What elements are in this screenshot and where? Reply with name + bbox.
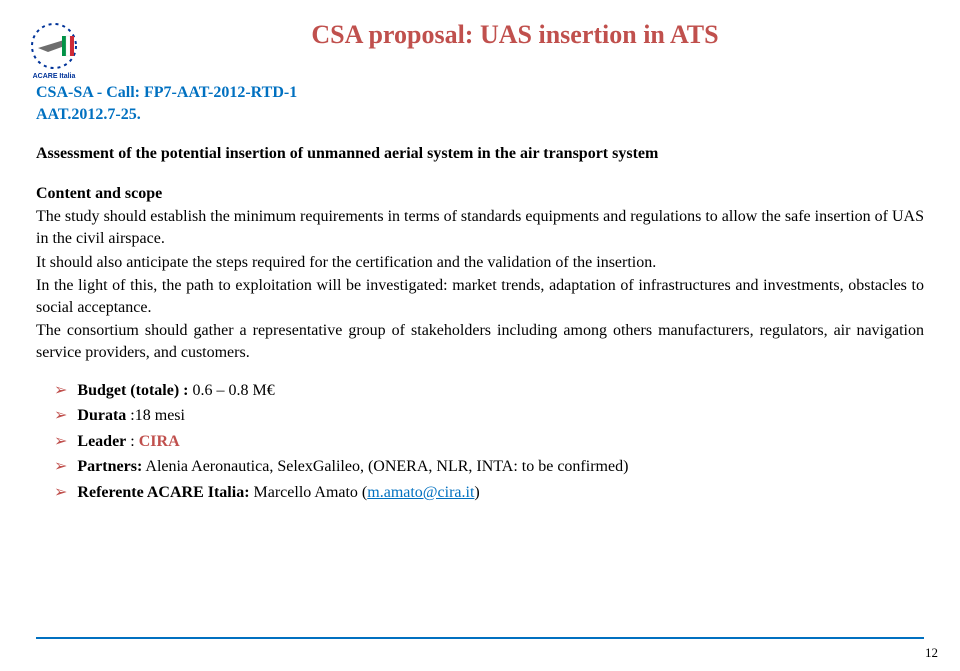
ref-label: Referente ACARE Italia:	[77, 484, 253, 501]
call-line-1: CSA-SA - Call: FP7-AAT-2012-RTD-1	[36, 82, 924, 104]
content-area: CSA-SA - Call: FP7-AAT-2012-RTD-1 AAT.20…	[36, 82, 924, 508]
ref-name: Marcello Amato (	[254, 484, 368, 501]
ref-close: )	[474, 484, 479, 501]
leader-value: CIRA	[139, 433, 180, 450]
bullet-partners: ➢ Partners: Alenia Aeronautica, SelexGal…	[36, 456, 924, 478]
page-number: 12	[925, 645, 938, 661]
arrow-icon: ➢	[54, 405, 67, 427]
page-title: CSA proposal: UAS insertion in ATS	[70, 0, 960, 50]
call-line-2: AAT.2012.7-25.	[36, 104, 924, 126]
p4: The consortium should gather a represent…	[36, 320, 924, 363]
bullet-list: ➢ Budget (totale) : 0.6 – 0.8 M€ ➢ Durat…	[36, 380, 924, 504]
arrow-icon: ➢	[54, 482, 67, 504]
durata-value: :18 mesi	[130, 407, 185, 424]
leader-label: Leader	[77, 433, 126, 450]
footer-divider	[36, 637, 924, 639]
budget-value: 0.6 – 0.8 M€	[193, 382, 275, 399]
partners-label: Partners:	[77, 458, 142, 475]
durata-label: Durata	[77, 407, 130, 424]
p2: It should also anticipate the steps requ…	[36, 252, 924, 274]
leader-sep: :	[126, 433, 138, 450]
p3: In the light of this, the path to exploi…	[36, 275, 924, 318]
p1: The study should establish the minimum r…	[36, 206, 924, 249]
bullet-budget: ➢ Budget (totale) : 0.6 – 0.8 M€	[36, 380, 924, 402]
arrow-icon: ➢	[54, 456, 67, 478]
acare-logo: ACARE Italia	[18, 18, 90, 82]
budget-label: Budget (totale) :	[77, 382, 192, 399]
arrow-icon: ➢	[54, 431, 67, 453]
bullet-referente: ➢ Referente ACARE Italia: Marcello Amato…	[36, 482, 924, 504]
arrow-icon: ➢	[54, 380, 67, 402]
bullet-durata: ➢ Durata :18 mesi	[36, 405, 924, 427]
partners-value: Alenia Aeronautica, SelexGalileo, (ONERA…	[142, 458, 628, 475]
ref-email-link[interactable]: m.amato@cira.it	[367, 484, 474, 501]
svg-text:ACARE Italia: ACARE Italia	[33, 73, 76, 80]
section-heading: Content and scope	[36, 183, 924, 205]
bullet-leader: ➢ Leader : CIRA	[36, 431, 924, 453]
lead-bold: Assessment of the potential insertion of…	[36, 143, 924, 165]
